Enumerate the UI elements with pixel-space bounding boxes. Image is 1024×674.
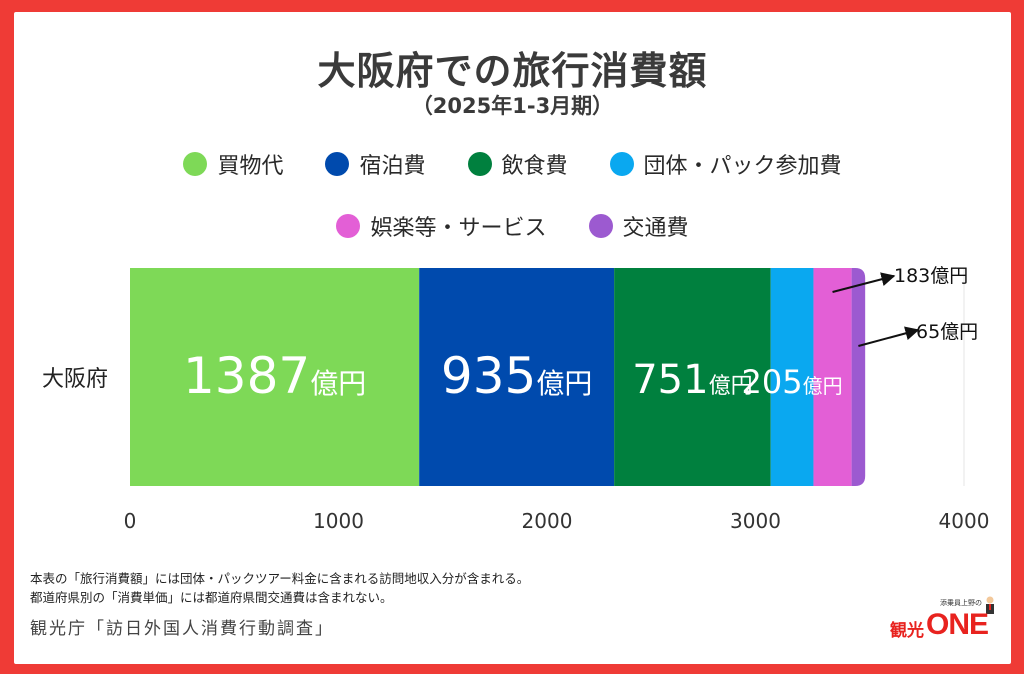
chart-title: 大阪府での旅行消費額: [317, 49, 708, 93]
brand-tagline: 添乗員上野の: [940, 599, 982, 607]
legend-label-package: 団体・パック参加費: [643, 154, 842, 179]
data-label-1: 935億円: [441, 347, 592, 405]
callout-label-1: 65億円: [916, 321, 978, 343]
bar-segment-4: [813, 268, 852, 486]
legend-row-1: 買物代 宿泊費 飲食費 団体・パック参加費: [16, 148, 1009, 180]
legend-swatch-entertainment: [336, 214, 361, 238]
x-tick-label-2: 2000: [522, 509, 573, 533]
legend-item-food: 飲食費: [467, 148, 568, 180]
chart-subtitle: （2025年1-3月期）: [411, 94, 614, 118]
legend-item-shopping: 買物代: [183, 148, 283, 180]
bar-segment-0: [130, 268, 420, 486]
data-label-3: 205億円: [742, 363, 843, 401]
legend-swatch-shopping: [183, 152, 208, 176]
footnote-1: 本表の「旅行消費額」には団体・パックツアー料金に含まれる訪問地収入分が含まれる。: [30, 571, 530, 586]
brand-kanji: 観光: [890, 621, 924, 641]
legend-label-lodging: 宿泊費: [359, 154, 426, 179]
data-label-2: 751億円: [632, 357, 752, 403]
callout-arrow-0: [832, 272, 896, 293]
legend-label-shopping: 買物代: [217, 154, 284, 179]
person-icon: [986, 596, 994, 614]
brand-word: ONE: [926, 608, 989, 641]
x-tick-label-3: 3000: [730, 509, 781, 533]
bar-segment-1: [419, 268, 615, 486]
legend-label-transport: 交通費: [622, 216, 689, 241]
legend-item-package: 団体・パック参加費: [609, 148, 842, 180]
legend-row-2: 娯楽等・サービス 交通費: [16, 210, 1009, 242]
bar-segment-5: [851, 268, 866, 486]
source-note: 観光庁「訪日外国人消費行動調査」: [30, 619, 334, 639]
x-tick-label-4: 4000: [939, 509, 990, 533]
category-label: 大阪府: [42, 367, 108, 392]
data-label-0: 1387億円: [183, 347, 366, 405]
legend-item-transport: 交通費: [588, 210, 689, 242]
infographic-card: 大阪府での旅行消費額 （2025年1-3月期） 買物代 宿泊費 飲食費 団体・パ…: [14, 12, 1011, 664]
bar-segment-2: [614, 268, 771, 486]
footnote-2: 都道府県別の「消費単価」には都道府県間交通費は含まれない。: [30, 590, 393, 605]
legend-item-lodging: 宿泊費: [325, 148, 426, 180]
x-tick-label-0: 0: [124, 509, 137, 533]
legend-swatch-transport: [588, 214, 613, 238]
legend-swatch-package: [609, 152, 634, 176]
legend-label-food: 飲食費: [501, 154, 568, 179]
x-tick-label-1: 1000: [313, 509, 364, 533]
brand-logo: 添乗員上野の 観光 ONE: [882, 594, 1000, 650]
legend-item-entertainment: 娯楽等・サービス: [336, 210, 547, 242]
legend-swatch-food: [467, 152, 492, 176]
legend-swatch-lodging: [325, 152, 350, 176]
legend-label-entertainment: 娯楽等・サービス: [370, 216, 547, 241]
bar-segment-3: [770, 268, 814, 486]
callout-arrow-1: [858, 326, 920, 347]
callout-label-0: 183億円: [894, 265, 968, 287]
